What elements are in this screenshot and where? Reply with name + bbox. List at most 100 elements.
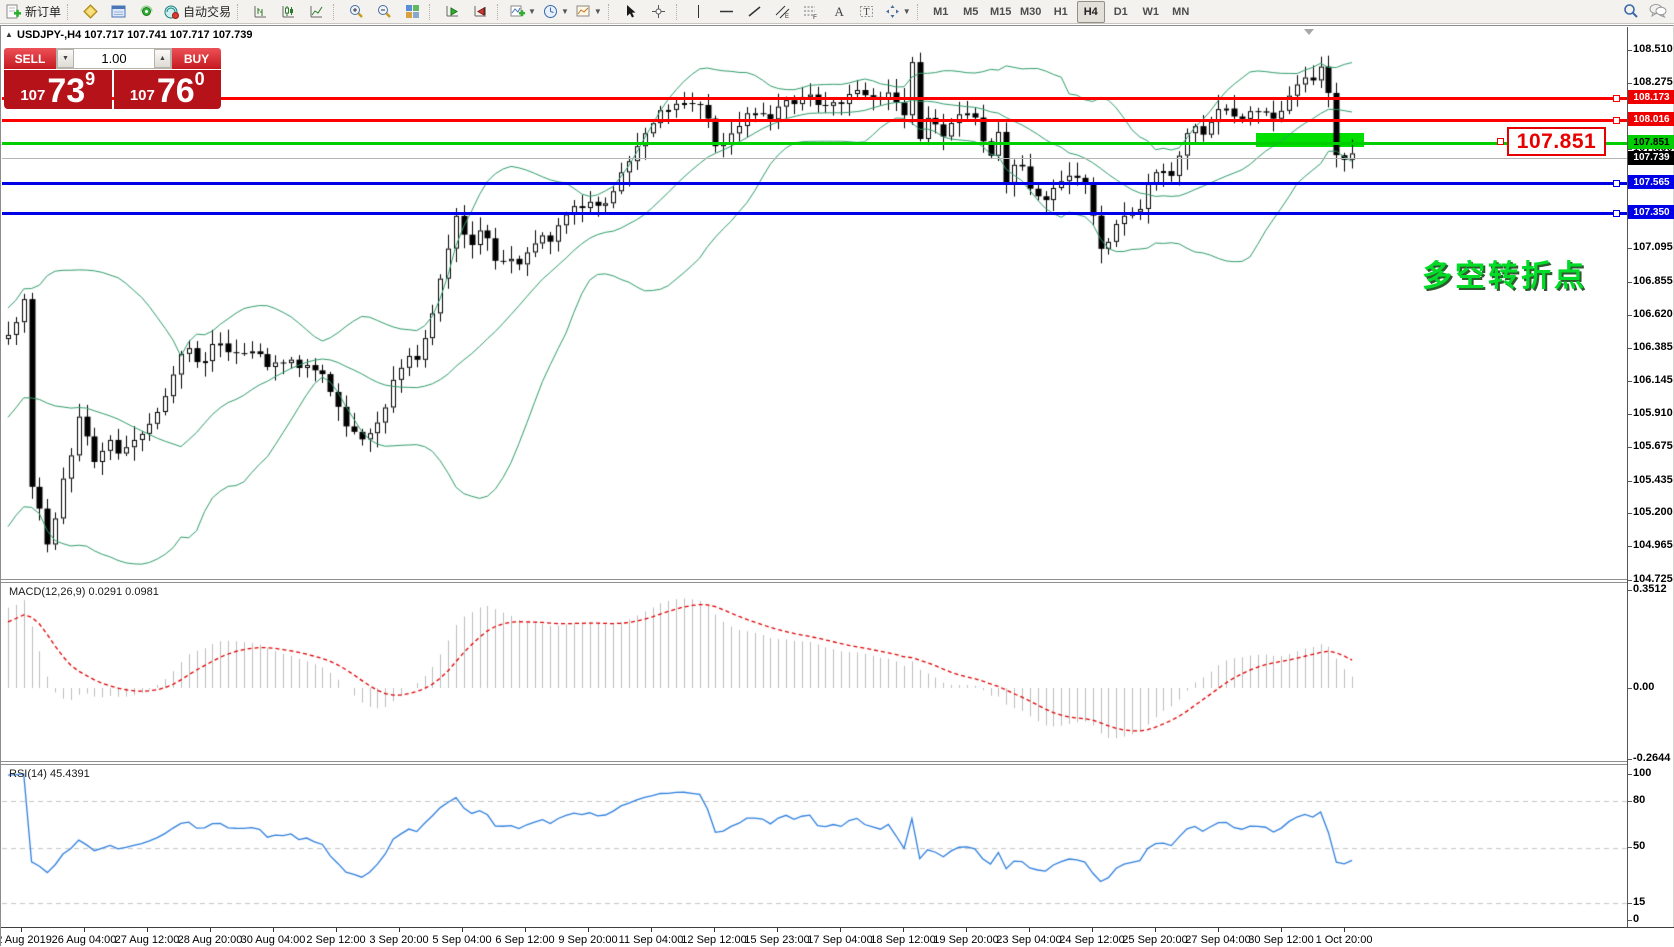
pane-splitter[interactable] <box>1 579 1627 580</box>
macd-canvas[interactable] <box>2 583 1628 761</box>
callout-anchor-marker[interactable] <box>1497 138 1504 145</box>
pane-splitter <box>1 582 1627 583</box>
market-watch-button[interactable] <box>76 1 104 23</box>
cursor-button[interactable] <box>617 1 645 23</box>
navigator-button[interactable] <box>132 1 160 23</box>
price-tick-mark <box>1627 513 1632 515</box>
time-label: 6 Sep 12:00 <box>495 934 555 946</box>
horizontal-line-button[interactable] <box>713 1 741 23</box>
auto-scroll-button[interactable] <box>438 1 466 23</box>
volume-increase-button[interactable]: ▲ <box>154 49 171 68</box>
auto-scroll-icon <box>444 3 461 20</box>
price-badge-107.565: 107.565 <box>1628 175 1674 190</box>
price-tick-mark <box>1627 149 1632 151</box>
candlestick-mode-button[interactable] <box>274 1 302 23</box>
line-handle-marker[interactable] <box>1613 116 1620 124</box>
timeframe-w1[interactable]: W1 <box>1142 5 1159 18</box>
chart-shift-button[interactable] <box>466 1 494 23</box>
channel-button[interactable]: E <box>769 1 797 23</box>
chat-icon[interactable] <box>1648 2 1668 25</box>
horizontal-level-line-108.173[interactable] <box>2 97 1627 100</box>
periods-button[interactable]: ▼ <box>539 1 572 23</box>
annotation-text[interactable]: 多空转折点 <box>1422 260 1587 293</box>
time-label: 24 Sep 12:00 <box>1059 934 1125 946</box>
indicators-button[interactable]: ▼ <box>506 1 539 23</box>
price-tick-mark <box>1627 347 1632 349</box>
price-tick-label: 105.200 <box>1633 506 1673 519</box>
indicator-tick-label: 100 <box>1633 767 1652 779</box>
bar-chart-mode-button[interactable] <box>246 1 274 23</box>
buy-price[interactable]: 107 76 0 <box>113 70 221 109</box>
timeframe-d1[interactable]: D1 <box>1113 5 1128 18</box>
horizontal-level-line-107.851[interactable] <box>2 142 1627 145</box>
macd-label: MACD(12,26,9) 0.0291 0.0981 <box>9 586 159 598</box>
time-tick-mark <box>651 928 652 932</box>
crosshair-button[interactable] <box>645 1 673 23</box>
sell-button[interactable]: SELL <box>4 48 56 69</box>
time-tick-mark <box>840 928 841 932</box>
price-tick-mark <box>1627 248 1632 250</box>
main-chart-canvas[interactable] <box>2 27 1628 578</box>
equidistant-channel-icon: E <box>774 3 791 20</box>
indicators-icon <box>509 3 526 20</box>
pane-splitter <box>1 764 1627 765</box>
fibonacci-button[interactable]: F <box>797 1 825 23</box>
price-callout-label[interactable]: 107.851 <box>1507 127 1606 156</box>
indicator-tick-mark <box>1627 774 1632 775</box>
volume-decrease-button[interactable]: ▼ <box>57 49 74 68</box>
timeframe-m1[interactable]: M1 <box>933 5 949 18</box>
zoom-out-button[interactable] <box>370 1 398 23</box>
time-label: 9 Sep 20:00 <box>558 934 618 946</box>
time-tick-mark <box>84 928 85 932</box>
dropdown-caret: ▼ <box>560 7 569 16</box>
rsi-canvas[interactable] <box>2 765 1628 927</box>
price-badge-107.350: 107.350 <box>1628 205 1674 220</box>
buy-button[interactable]: BUY <box>172 48 221 69</box>
time-label: 22 Aug 2019 <box>1 934 52 946</box>
chart-shift-marker-icon[interactable] <box>1304 29 1314 35</box>
indicator-tick-label: -0.2644 <box>1633 752 1671 764</box>
time-tick-mark <box>525 928 526 932</box>
horizontal-level-line-107.35[interactable] <box>2 212 1627 215</box>
text-button[interactable]: A <box>825 1 853 23</box>
tile-windows-button[interactable] <box>398 1 426 23</box>
templates-button[interactable]: ▼ <box>572 1 605 23</box>
timeframe-bar: M1 M5 M15 M30 H1 H4 D1 W1 MN <box>926 0 1196 23</box>
sell-price-big-figure: 107 <box>20 87 46 104</box>
timeframe-m5[interactable]: M5 <box>963 5 979 18</box>
line-handle-marker[interactable] <box>1613 209 1620 217</box>
volume-value[interactable]: 1.00 <box>74 49 154 68</box>
timeframe-h1[interactable]: H1 <box>1053 5 1068 18</box>
vertical-line-button[interactable] <box>685 1 713 23</box>
line-chart-mode-button[interactable] <box>302 1 330 23</box>
auto-trading-button[interactable]: 自动交易 <box>160 1 234 23</box>
arrows-button[interactable]: ▼ <box>881 1 914 23</box>
price-axis-line <box>1627 27 1628 927</box>
timeframe-h4[interactable]: H4 <box>1076 0 1105 23</box>
text-label-button[interactable]: T <box>853 1 881 23</box>
line-handle-marker[interactable] <box>1613 179 1620 187</box>
sell-price[interactable]: 107 73 9 <box>4 70 112 109</box>
zoom-in-button[interactable] <box>342 1 370 23</box>
trendline-button[interactable] <box>741 1 769 23</box>
one-click-trading-panel: SELL ▼ 1.00 ▲ BUY 107 73 9 107 76 0 <box>4 48 221 109</box>
new-order-button[interactable]: 新订单 <box>2 1 64 23</box>
price-tick-label: 108.510 <box>1633 43 1673 55</box>
time-tick-mark <box>1029 928 1030 932</box>
toolbar-grip <box>67 3 72 20</box>
horizontal-level-line-108.016[interactable] <box>2 119 1627 122</box>
timeframe-m30[interactable]: M30 <box>1020 5 1042 18</box>
timeframe-mn[interactable]: MN <box>1172 5 1190 18</box>
horizontal-level-line-107.565[interactable] <box>2 182 1627 185</box>
timeframe-m15[interactable]: M15 <box>990 5 1012 18</box>
line-handle-marker[interactable] <box>1613 94 1620 102</box>
time-tick-mark <box>903 928 904 932</box>
data-window-button[interactable] <box>104 1 132 23</box>
panel-collapse-icon[interactable]: ▲ <box>5 30 13 39</box>
search-icon[interactable] <box>1622 2 1640 25</box>
zoom-out-icon <box>376 3 393 20</box>
dropdown-caret: ▼ <box>593 7 602 16</box>
toolbar-grip <box>675 3 681 20</box>
pane-splitter[interactable] <box>1 761 1627 762</box>
